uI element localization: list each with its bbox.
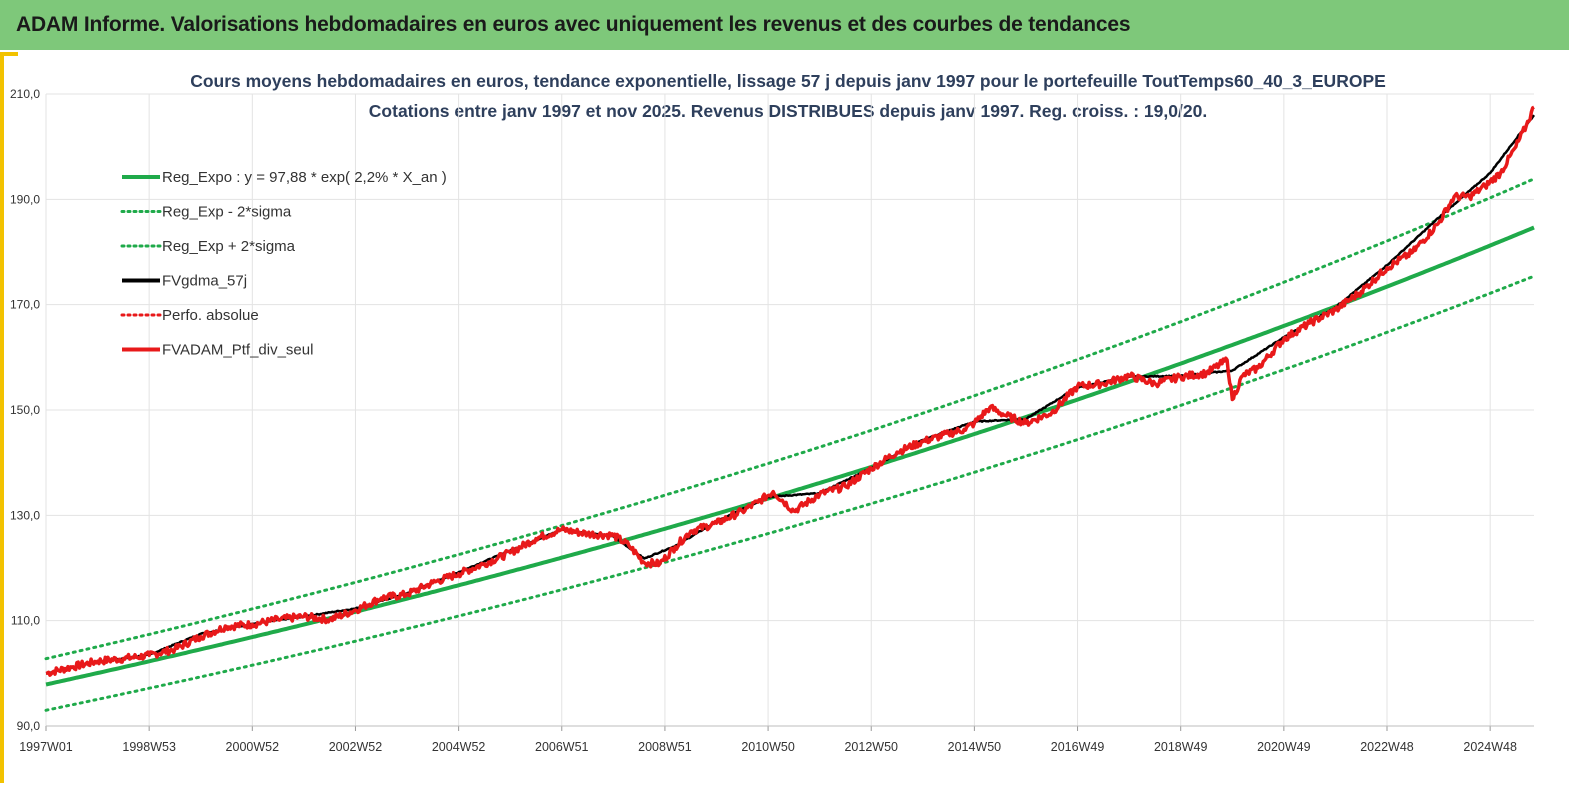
- legend-label: Reg_Exp + 2*sigma: [162, 238, 296, 255]
- y-tick-label: 210,0: [10, 87, 40, 101]
- x-tick-label: 2008W51: [638, 740, 692, 754]
- x-tick-label: 2012W50: [844, 740, 898, 754]
- price-chart: Cours moyens hebdomadaires en euros, ten…: [10, 71, 1536, 754]
- reg-expo-line: [45, 225, 1535, 687]
- x-tick-label: 2016W49: [1051, 740, 1105, 754]
- frame-accent-top: [4, 52, 18, 56]
- x-tick-label: 2014W50: [948, 740, 1002, 754]
- y-tick-label: 170,0: [10, 298, 40, 312]
- x-tick-label: 1997W01: [19, 740, 73, 754]
- x-tick-label: 2018W49: [1154, 740, 1208, 754]
- chart-area: Cours moyens hebdomadaires en euros, ten…: [4, 56, 1566, 781]
- axes: 90,0 110,0 130,0 150,0 170,0 190,0 210,0 1997W0…: [10, 87, 1534, 754]
- x-tick-label: 2010W50: [741, 740, 795, 754]
- report-title: ADAM Informe. Valorisations hebdomadaire…: [16, 13, 1131, 36]
- x-tick-label: 2002W52: [329, 740, 383, 754]
- legend-label: FVgdma_57j: [162, 273, 247, 290]
- chart-title-line2: Cotations entre janv 1997 et nov 2025. R…: [369, 101, 1207, 121]
- legend-label: Reg_Exp - 2*sigma: [162, 204, 292, 221]
- x-tick-label: 2022W48: [1360, 740, 1414, 754]
- legend: Reg_Expo : y = 97,88 * exp( 2,2% * X_an …: [120, 169, 447, 359]
- y-tick-label: 150,0: [10, 403, 40, 417]
- y-tick-label: 90,0: [17, 719, 41, 733]
- y-tick-label: 110,0: [11, 614, 40, 628]
- grid: [45, 93, 1534, 727]
- legend-label: Perfo. absolue: [162, 307, 259, 324]
- x-tick-label: 2006W51: [535, 740, 589, 754]
- x-tick-label: 2024W48: [1463, 740, 1517, 754]
- x-tick-label: 2000W52: [226, 740, 280, 754]
- frame-accent-left: [0, 52, 4, 783]
- fvadam-ptf-div-seul-line: [45, 105, 1535, 677]
- y-tick-label: 130,0: [10, 508, 40, 522]
- x-tick-label: 2004W52: [432, 740, 486, 754]
- legend-label: Reg_Expo : y = 97,88 * exp( 2,2% * X_an …: [162, 169, 447, 186]
- y-tick-label: 190,0: [10, 192, 40, 206]
- reg-exp-upper-band-line: [44, 177, 1536, 661]
- report-banner: ADAM Informe. Valorisations hebdomadaire…: [0, 0, 1569, 52]
- x-tick-label: 2020W49: [1257, 740, 1311, 754]
- chart-title-line1: Cours moyens hebdomadaires en euros, ten…: [190, 71, 1386, 91]
- legend-label: FVADAM_Ptf_div_seul: [162, 342, 313, 359]
- x-tick-label: 1998W53: [122, 740, 176, 754]
- reg-exp-lower-band-line: [44, 274, 1536, 712]
- fvgdma-57j-line: [45, 114, 1536, 675]
- series-layer: [44, 105, 1536, 712]
